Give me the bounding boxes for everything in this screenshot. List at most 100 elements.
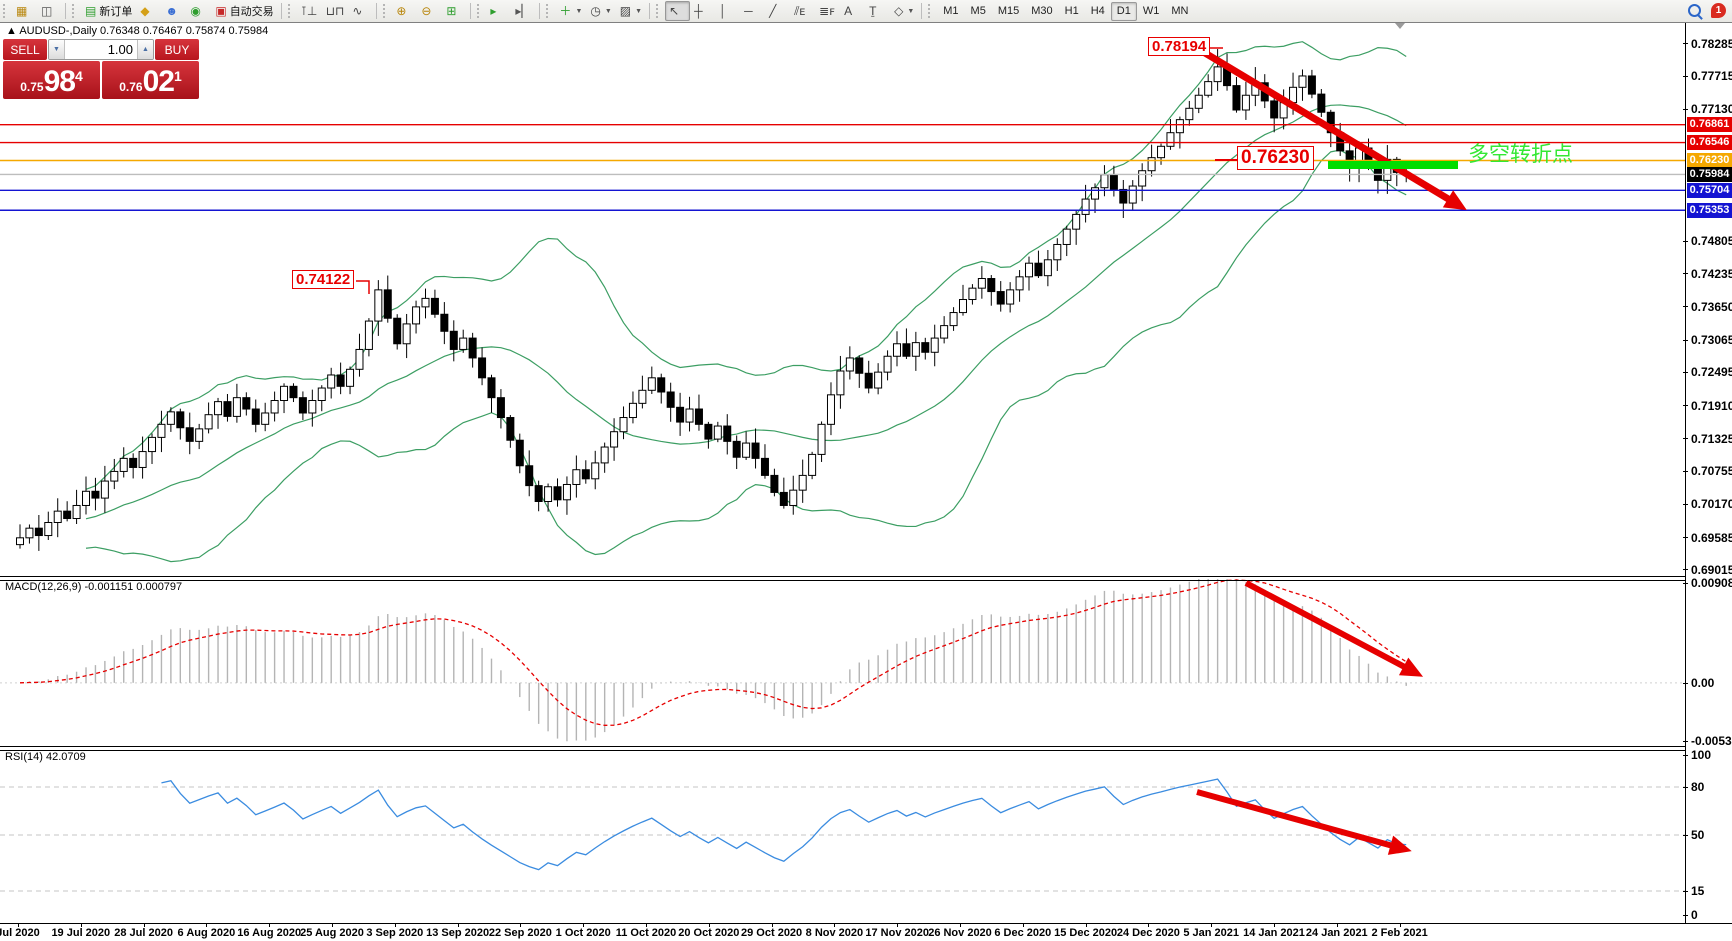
timeframe-m15[interactable]: M15 — [997, 5, 1020, 17]
timeframe-m30[interactable]: M30 — [1031, 5, 1053, 17]
price-chart-canvas[interactable] — [0, 22, 1686, 576]
equidistant-channel-button[interactable]: ⫽ᴇ — [790, 1, 815, 21]
vertical-line-button[interactable]: │ — [715, 1, 740, 21]
candle-body — [242, 397, 251, 410]
pane-separator-rsi[interactable] — [0, 746, 1686, 751]
chart-shift-button[interactable]: ▸▏ — [511, 1, 536, 21]
tile-windows-icon: ⊞ — [446, 4, 457, 18]
pivot-note-text[interactable]: 多空转折点 — [1468, 143, 1573, 166]
date-tick-mark — [834, 923, 836, 927]
green-highlight-bar[interactable] — [1328, 161, 1458, 169]
candle-body — [911, 342, 920, 357]
candle-body — [959, 299, 967, 314]
ohlc-high: 0.76467 — [142, 25, 183, 37]
text-label-button[interactable]: Ṯ — [865, 1, 890, 21]
buy-button[interactable]: BUY — [155, 39, 199, 60]
candle-body — [138, 451, 147, 468]
candle-body — [751, 442, 760, 459]
price-tick-mark — [1683, 240, 1688, 242]
high-label-2[interactable]: 0.74122 — [292, 270, 355, 289]
date-tick-label: 15 Dec 2020 — [1054, 927, 1118, 939]
history-center-button[interactable]: ◆ — [136, 1, 161, 21]
high-label-1[interactable]: 0.78194 — [1148, 37, 1211, 56]
search-icon[interactable] — [1688, 4, 1701, 17]
price-tick-label: 0.73650 — [1691, 299, 1732, 314]
volume-field: ▼ ▲ — [48, 39, 154, 60]
crosshair-button[interactable]: ┼ — [690, 1, 715, 21]
ohlc-low: 0.75874 — [185, 25, 226, 37]
timeframe-m1[interactable]: M1 — [943, 5, 959, 17]
candle-body — [591, 462, 600, 480]
rsi-tick-label: 80 — [1691, 780, 1705, 794]
buy-price-tile[interactable]: 0.76 02 1 — [102, 61, 199, 99]
rsi-tick-mark — [1683, 914, 1688, 916]
macd-tick-label: 0.009081 — [1691, 576, 1732, 590]
history-center-icon: ◆ — [140, 4, 150, 18]
timeframe-m5[interactable]: M5 — [970, 5, 986, 17]
accounts-button[interactable]: ☻ — [161, 1, 186, 21]
sell-button[interactable]: SELL — [3, 39, 47, 60]
chart-profiles-button[interactable]: ◫ — [37, 1, 62, 21]
candle-body — [1270, 100, 1279, 119]
candle-body — [1279, 102, 1288, 119]
new-chart-button[interactable]: ▦ — [12, 1, 37, 21]
toolbar-separator — [65, 3, 66, 19]
volume-input[interactable] — [65, 40, 137, 59]
periods-button[interactable]: ◷ ▼ — [586, 1, 615, 21]
price-tick-label: 0.73065 — [1691, 333, 1732, 348]
timeframe-mn[interactable]: MN — [1171, 5, 1189, 17]
autotrading-button[interactable]: ▣ 自动交易 — [211, 1, 277, 21]
sell-price-tile[interactable]: 0.75 98 4 — [3, 61, 100, 99]
candle-body — [647, 377, 656, 391]
pane-separator-macd[interactable] — [0, 576, 1686, 581]
timeframe-h1[interactable]: H1 — [1064, 5, 1079, 17]
price-tick-mark — [1683, 438, 1688, 440]
rsi-pane-canvas[interactable] — [0, 749, 1686, 923]
candle-body — [553, 486, 562, 501]
volume-decrease-button[interactable]: ▼ — [49, 40, 65, 59]
arrows-objects-button[interactable]: ◇ ▼ — [890, 1, 918, 21]
price-tick-mark — [1683, 371, 1688, 373]
candle-body — [638, 389, 647, 404]
text-button[interactable]: A — [840, 1, 865, 21]
candlestick-mode-button[interactable]: ⊔⊓ — [322, 1, 349, 21]
date-tick-label: 8 Nov 2020 — [805, 927, 864, 939]
candle-body — [845, 357, 854, 372]
trendline-button[interactable]: ╱ — [765, 1, 790, 21]
chart-shift-marker[interactable] — [1395, 23, 1405, 29]
notification-icon[interactable]: 1 — [1711, 3, 1726, 18]
macd-pane-canvas[interactable] — [0, 579, 1686, 746]
templates-button[interactable]: ▨ ▼ — [616, 1, 646, 21]
candle-body — [298, 397, 307, 414]
volume-increase-button[interactable]: ▲ — [137, 40, 153, 59]
price-tick-label: 0.70170 — [1691, 497, 1732, 512]
date-tick-mark — [332, 923, 333, 927]
rsi-tick-mark — [1683, 890, 1688, 892]
timeframe-w1[interactable]: W1 — [1142, 5, 1160, 17]
zoom-in-button[interactable]: ⊕ — [392, 1, 417, 21]
candle-body — [1043, 259, 1052, 277]
auto-scroll-button[interactable]: ▸ — [486, 1, 511, 21]
new-order-button[interactable]: ▤ 新订单 — [81, 1, 136, 21]
tile-windows-button[interactable]: ⊞ — [442, 1, 467, 21]
zoom-out-button[interactable]: ⊖ — [417, 1, 442, 21]
price-tick-label: 0.69015 — [1691, 562, 1732, 577]
level-label[interactable]: 0.76230 — [1237, 146, 1314, 170]
cursor-button[interactable]: ↖ — [665, 1, 691, 21]
timeframe-h4[interactable]: H4 — [1090, 5, 1105, 17]
line-chart-mode-button[interactable]: ∿ — [348, 1, 373, 21]
fibonacci-button[interactable]: ≣ꜰ — [815, 1, 840, 21]
candle-body — [619, 417, 628, 433]
candle-body — [742, 442, 751, 458]
date-tick-mark — [1399, 923, 1401, 927]
timeframe-d1[interactable]: D1 — [1110, 1, 1137, 21]
chart-window[interactable]: ▲ AUDUSD-,Daily 0.76348 0.76467 0.75874 … — [0, 22, 1732, 941]
horizontal-line-button[interactable]: ─ — [740, 1, 765, 21]
signals-button[interactable]: ◉ — [186, 1, 211, 21]
bar-chart-mode-button[interactable]: ⊺⊥ — [297, 1, 322, 21]
candle-body — [1006, 289, 1015, 305]
candle-body — [1025, 262, 1034, 278]
bollinger-lower-band — [85, 149, 1407, 563]
indicators-button[interactable]: ＋ ▼ — [555, 1, 586, 21]
candle-body — [921, 342, 930, 353]
